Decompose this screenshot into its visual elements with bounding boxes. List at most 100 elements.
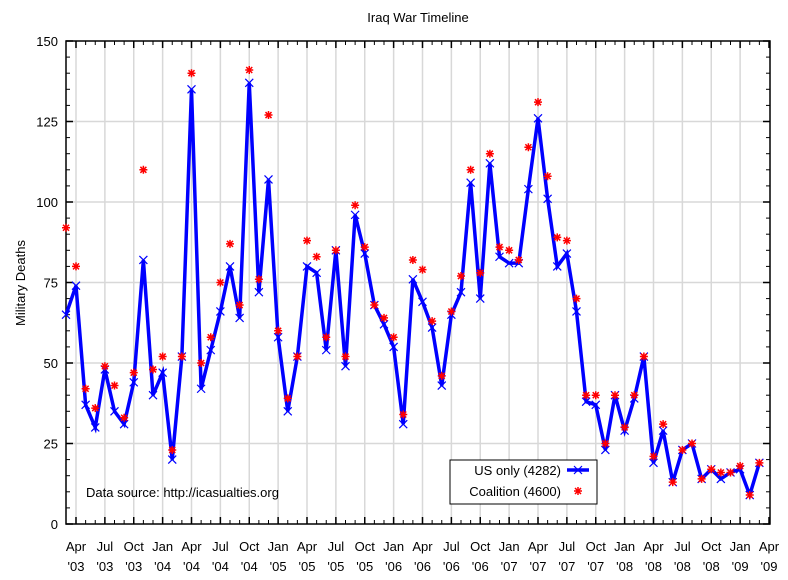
- y-tick-label: 100: [36, 195, 58, 210]
- us-point: [379, 319, 389, 329]
- us-point: [196, 384, 206, 394]
- coalition-point: [726, 468, 735, 477]
- coalition-point: [620, 423, 629, 432]
- coalition-point: [582, 391, 591, 400]
- us-point: [129, 377, 139, 387]
- coalition-point: [649, 452, 658, 461]
- coalition-point: [360, 243, 369, 252]
- x-tick-label-year: '09: [761, 559, 778, 574]
- us-point: [110, 406, 119, 416]
- x-tick-label-year: '06: [443, 559, 460, 574]
- x-tick-label-month: Oct: [470, 539, 491, 554]
- coalition-point: [110, 381, 119, 390]
- coalition-point: [331, 246, 340, 255]
- x-tick-label-month: Apr: [412, 539, 433, 554]
- coalition-point: [158, 352, 167, 361]
- us-point: [119, 419, 129, 429]
- us-point: [81, 400, 91, 410]
- y-tick-label: 50: [44, 356, 58, 371]
- us-point: [321, 345, 331, 355]
- coalition-point: [206, 333, 215, 342]
- coalition-point: [264, 111, 273, 120]
- coalition-point: [197, 359, 206, 367]
- x-tick-label-year: '09: [732, 559, 749, 574]
- us-point: [302, 261, 312, 271]
- coalition-point: [447, 307, 456, 316]
- us-point: [408, 274, 418, 284]
- coalition-point: [380, 313, 388, 322]
- x-tick-label-month: Jan: [614, 539, 635, 554]
- x-tick-label-year: '03: [125, 559, 142, 574]
- coalition-point: [476, 268, 485, 277]
- coalition-point: [524, 143, 533, 152]
- x-tick-label-year: '05: [356, 559, 373, 574]
- coalition-point: [81, 384, 90, 393]
- coalition-point: [755, 458, 764, 467]
- y-tick-label: 25: [44, 437, 58, 452]
- x-tick-label-month: Jul: [443, 539, 460, 554]
- x-tick-label-year: '04: [183, 559, 200, 574]
- x-tick-label-month: Apr: [759, 539, 780, 554]
- us-point: [350, 210, 360, 220]
- x-tick-label-year: '03: [68, 559, 85, 574]
- y-axis-label: Military Deaths: [13, 240, 28, 326]
- coalition-point: [322, 333, 331, 342]
- x-tick-label-month: Apr: [66, 539, 87, 554]
- coalition-point: [505, 246, 514, 255]
- us-point: [235, 313, 245, 323]
- coalition-point: [351, 201, 360, 210]
- coalition-point: [274, 326, 283, 335]
- coalition-point: [485, 149, 494, 158]
- y-tick-label: 125: [36, 115, 58, 130]
- coalition-point: [534, 98, 542, 107]
- us-point: [148, 390, 158, 400]
- us-point: [456, 287, 466, 297]
- coalition-point: [428, 317, 437, 326]
- us-point: [716, 474, 726, 484]
- coalition-point: [553, 233, 562, 242]
- us-point: [254, 287, 264, 297]
- x-tick-label-year: '03: [96, 559, 113, 574]
- coalition-point: [562, 236, 571, 245]
- coalition-point: [716, 468, 725, 477]
- coalition-point: [389, 333, 398, 342]
- x-tick-label-year: '05: [270, 559, 287, 574]
- us-point: [466, 178, 476, 188]
- legend-swatch-us-marker: [573, 465, 583, 475]
- us-point: [215, 307, 225, 316]
- us-point: [600, 445, 610, 455]
- coalition-point: [688, 439, 696, 448]
- coalition-point: [408, 255, 417, 264]
- x-tick-label-year: '04: [154, 559, 171, 574]
- us-point: [225, 261, 235, 271]
- us-point: [167, 455, 177, 465]
- us-point: [475, 294, 485, 304]
- us-point: [418, 297, 427, 307]
- us-point: [572, 307, 581, 316]
- us-point: [138, 255, 148, 265]
- x-tick-label-year: '08: [674, 559, 691, 574]
- x-tick-label-year: '04: [212, 559, 229, 574]
- x-tick-label-month: Oct: [239, 539, 260, 554]
- coalition-point: [312, 252, 321, 261]
- x-tick-label-month: Jan: [730, 539, 751, 554]
- x-tick-label-month: Jul: [559, 539, 576, 554]
- coalition-point: [678, 445, 687, 454]
- x-tick-label-month: Oct: [124, 539, 145, 554]
- x-tick-label-month: Jul: [674, 539, 691, 554]
- coalition-point: [659, 420, 668, 429]
- coalition-point: [139, 165, 148, 174]
- x-tick-label-month: Apr: [643, 539, 664, 554]
- legend-box: [449, 459, 598, 505]
- coalition-point: [437, 371, 446, 380]
- us-point: [206, 345, 216, 355]
- coalition-point: [572, 294, 581, 303]
- x-tick-label-year: '07: [530, 559, 547, 574]
- us-point: [273, 332, 283, 342]
- us-point: [71, 281, 81, 291]
- us-point: [398, 419, 408, 429]
- us-point: [427, 323, 437, 333]
- coalition-point: [745, 491, 754, 500]
- coalition-point: [399, 410, 408, 419]
